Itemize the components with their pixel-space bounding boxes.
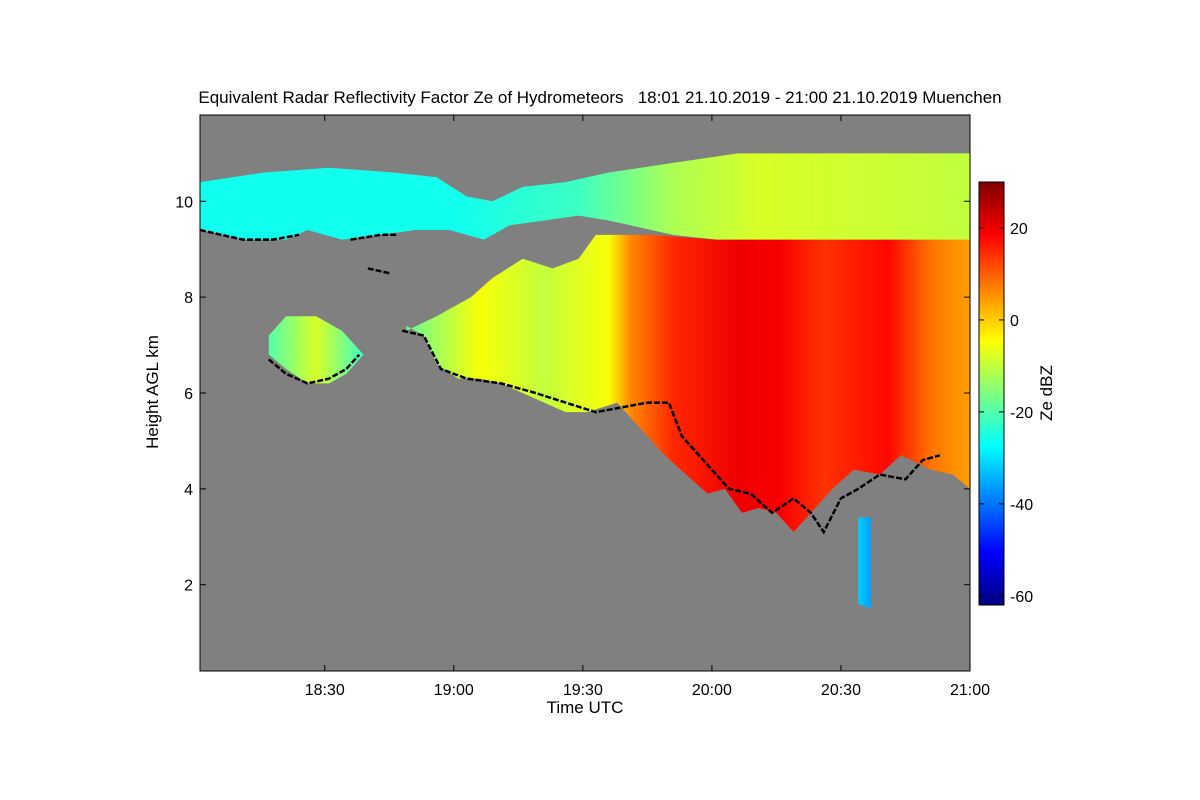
x-tick-label: 20:00 [692,682,732,699]
colorbar [978,181,1005,606]
colorbar-label: Ze dBZ [1037,365,1056,421]
y-axis-label: Height AGL km [143,335,162,449]
colorbar-tick-label: -20 [1010,405,1033,422]
colorbar-tick-label: 0 [1010,313,1019,330]
x-tick-label: 19:00 [434,682,474,699]
chart-title: Equivalent Radar Reflectivity Factor Ze … [198,88,1002,107]
cloud-base-segment [200,228,300,241]
cloud-base-segment [367,267,390,275]
cloud-layer-small-patch [268,316,364,384]
y-tick-label: 2 [184,578,193,595]
y-tick-label: 6 [184,386,193,403]
y-tick-label: 8 [184,290,193,307]
colorbar-tick-label: 20 [1010,221,1028,238]
y-tick-label: 4 [184,482,193,499]
x-tick-label: 20:30 [821,682,861,699]
cloud-base-segment [267,353,361,385]
cloud-layer-main-system [406,234,970,533]
cloud-base-segment [350,233,398,241]
cloud-base-segment [401,329,941,535]
cloud-layer-fall-streak [858,517,872,609]
colorbar-tick-label: -40 [1010,497,1033,514]
x-tick-label: 18:30 [305,682,345,699]
y-tick-label: 10 [175,194,193,211]
cloud-layer-upper [200,153,970,250]
colorbar-tick-label: -60 [1010,589,1033,606]
x-tick-label: 19:30 [563,682,603,699]
x-tick-label: 21:00 [950,682,990,699]
x-axis-label: Time UTC [547,698,624,717]
